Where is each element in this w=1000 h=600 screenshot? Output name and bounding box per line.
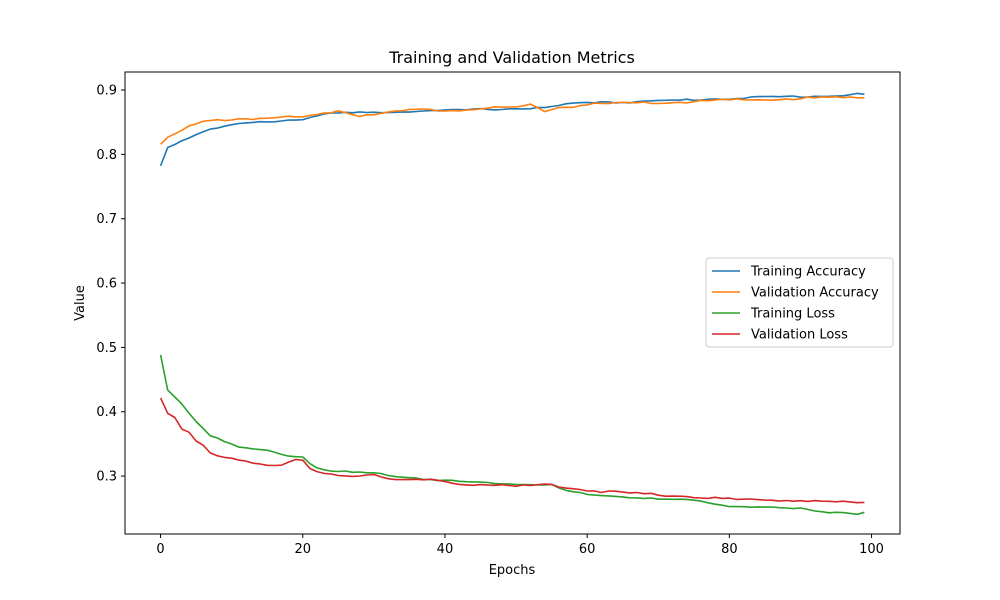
y-tick-label: 0.6 bbox=[96, 277, 117, 292]
legend-frame bbox=[705, 257, 894, 348]
x-tick-label: 40 bbox=[437, 542, 454, 557]
x-axis-label: Epochs bbox=[489, 563, 536, 578]
legend-label: Validation Accuracy bbox=[751, 286, 879, 301]
y-tick-label: 0.9 bbox=[96, 84, 117, 99]
x-axis-ticks: 0 20 40 60 80 100 bbox=[156, 534, 884, 557]
chart-title: Training and Validation Metrics bbox=[388, 48, 635, 67]
legend-label: Validation Loss bbox=[751, 328, 848, 343]
x-tick-label: 20 bbox=[294, 542, 311, 557]
y-axis-label: Value bbox=[73, 285, 88, 321]
x-tick-label: 80 bbox=[721, 542, 738, 557]
series-line-validation-loss bbox=[159, 397, 865, 504]
y-tick-label: 0.5 bbox=[96, 341, 117, 356]
x-tick-label: 0 bbox=[156, 542, 164, 557]
y-tick-label: 0.3 bbox=[96, 470, 117, 485]
y-axis-ticks: 0.3 0.4 0.5 0.6 0.7 0.8 0.9 bbox=[96, 84, 125, 485]
plot-lines bbox=[159, 92, 865, 516]
y-tick-label: 0.4 bbox=[96, 405, 117, 420]
legend-label: Training Accuracy bbox=[750, 265, 866, 280]
plot-frame bbox=[124, 71, 901, 535]
x-tick-label: 60 bbox=[579, 542, 596, 557]
series-line-training-loss bbox=[159, 354, 865, 516]
legend: Training Accuracy Validation Accuracy Trai… bbox=[705, 257, 894, 348]
y-tick-label: 0.8 bbox=[96, 148, 117, 163]
y-tick-label: 0.7 bbox=[96, 212, 117, 227]
series-line-validation-accuracy bbox=[160, 95, 865, 145]
x-tick-label: 100 bbox=[859, 542, 884, 557]
series-line-training-accuracy bbox=[159, 92, 865, 167]
legend-label: Training Loss bbox=[750, 307, 835, 322]
